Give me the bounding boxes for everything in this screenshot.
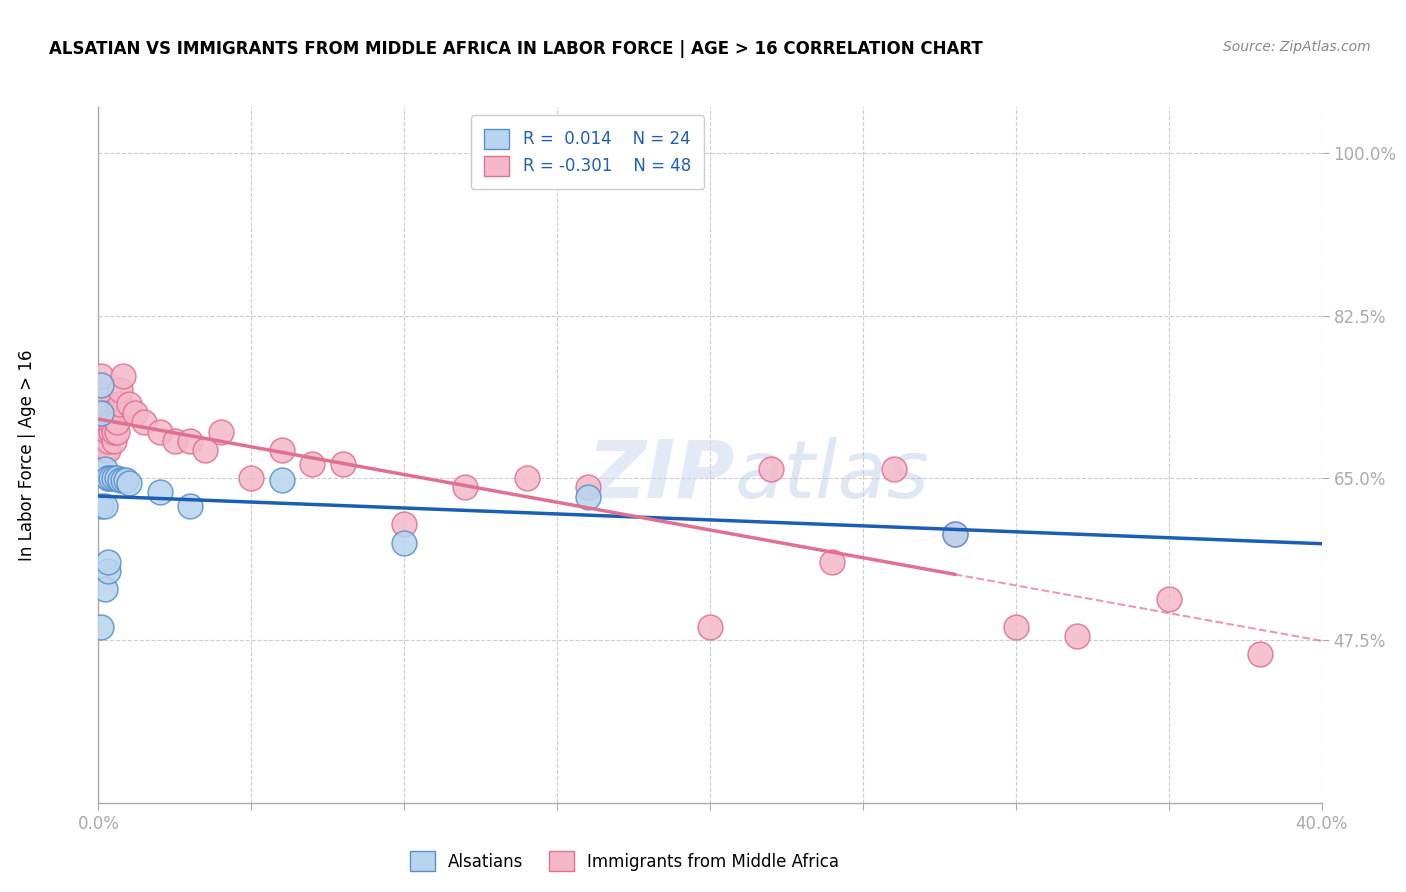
Point: [454, 480, 477, 494]
Point: [103, 471, 125, 485]
Point: [194, 443, 217, 458]
Point: [149, 485, 172, 500]
Point: [240, 471, 263, 485]
Point: [392, 517, 416, 532]
Point: [97, 425, 120, 439]
Point: [111, 369, 134, 384]
Point: [97, 564, 120, 578]
Point: [97, 416, 120, 430]
Point: [149, 425, 172, 439]
Point: [100, 416, 122, 430]
Point: [90, 499, 112, 513]
Point: [97, 434, 120, 448]
Point: [392, 536, 416, 550]
Point: [1066, 629, 1088, 643]
Point: [163, 434, 186, 448]
Point: [332, 457, 354, 471]
Point: [209, 425, 232, 439]
Legend: Alsatians, Immigrants from Middle Africa: Alsatians, Immigrants from Middle Africa: [404, 845, 845, 878]
Point: [759, 462, 782, 476]
Point: [93, 429, 115, 443]
Point: [108, 383, 131, 397]
Point: [90, 406, 112, 420]
Point: [105, 471, 128, 485]
Point: [821, 555, 844, 569]
Point: [97, 443, 120, 458]
Point: [124, 406, 146, 420]
Point: [179, 499, 201, 513]
Point: [90, 425, 112, 439]
Point: [1004, 619, 1026, 633]
Point: [115, 473, 138, 487]
Point: [883, 462, 905, 476]
Text: ZIP: ZIP: [588, 437, 734, 515]
Point: [90, 369, 112, 384]
Point: [97, 471, 120, 485]
Point: [576, 490, 599, 504]
Point: [105, 416, 128, 430]
Point: [105, 425, 128, 439]
Point: [943, 526, 966, 541]
Point: [943, 526, 966, 541]
Point: [100, 471, 122, 485]
Point: [179, 434, 201, 448]
Point: [103, 434, 125, 448]
Point: [1249, 648, 1271, 662]
Point: [111, 473, 134, 487]
Point: [1157, 591, 1180, 606]
Point: [90, 416, 112, 430]
Point: [100, 425, 122, 439]
Point: [90, 619, 112, 633]
Point: [97, 471, 120, 485]
Text: atlas: atlas: [734, 437, 929, 515]
Point: [108, 397, 131, 411]
Text: ALSATIAN VS IMMIGRANTS FROM MIDDLE AFRICA IN LABOR FORCE | AGE > 16 CORRELATION : ALSATIAN VS IMMIGRANTS FROM MIDDLE AFRIC…: [49, 40, 983, 58]
Point: [134, 416, 156, 430]
Point: [576, 480, 599, 494]
Point: [90, 387, 112, 401]
Point: [90, 397, 112, 411]
Point: [270, 443, 292, 458]
Point: [90, 378, 112, 392]
Point: [93, 462, 115, 476]
Point: [93, 499, 115, 513]
Point: [118, 397, 141, 411]
Y-axis label: In Labor Force | Age > 16: In Labor Force | Age > 16: [18, 349, 37, 561]
Point: [93, 443, 115, 458]
Text: Source: ZipAtlas.com: Source: ZipAtlas.com: [1223, 40, 1371, 54]
Point: [93, 582, 115, 597]
Point: [103, 425, 125, 439]
Point: [516, 471, 538, 485]
Point: [90, 406, 112, 420]
Point: [97, 555, 120, 569]
Point: [93, 406, 115, 420]
Point: [301, 457, 323, 471]
Point: [270, 473, 292, 487]
Point: [93, 420, 115, 434]
Point: [118, 475, 141, 490]
Point: [699, 619, 721, 633]
Point: [108, 473, 131, 487]
